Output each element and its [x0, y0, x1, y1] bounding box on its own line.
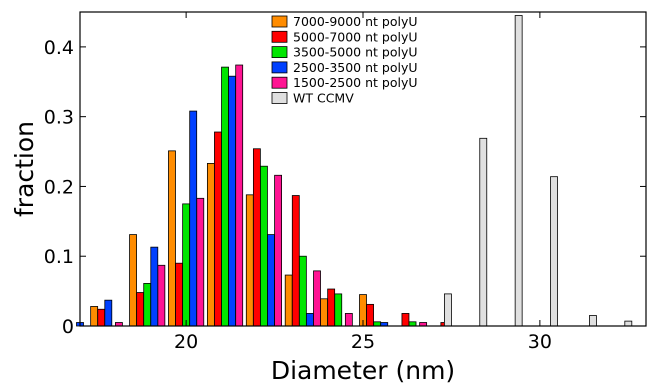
bar-s1-p1	[136, 292, 145, 327]
bar-s1-p2	[175, 262, 183, 327]
bar-s5-p2	[514, 15, 523, 327]
bar-s3-p1	[104, 299, 113, 327]
bar-s2-p5	[334, 293, 343, 327]
legend-label: 7000-9000 nt polyU	[293, 14, 418, 29]
bar-s0-p2	[168, 150, 176, 327]
legend-swatch	[271, 76, 288, 89]
bar-s0-p6	[320, 298, 328, 327]
legend-swatch	[271, 15, 288, 28]
y-tick-label: 0.1	[44, 246, 74, 268]
bar-s1-p8	[401, 313, 410, 327]
bar-s5-p5	[624, 320, 633, 327]
legend-label: 1500-2500 nt polyU	[293, 75, 418, 90]
bar-s2-p7	[408, 321, 417, 327]
legend-swatch	[271, 30, 288, 43]
bar-s1-p6	[327, 288, 336, 327]
bar-s3-p4	[228, 75, 237, 327]
bar-s0-p3	[206, 163, 215, 327]
bar-s1-p3	[214, 131, 222, 327]
bar-s5-p1	[479, 137, 488, 327]
y-tick-label: 0.4	[44, 37, 74, 59]
y-tick-label: 0	[62, 316, 74, 338]
ticks-layer: 20 25 30 0 0.1 0.2 0.3 0.4	[44, 12, 646, 353]
legend-label: 2500-3500 nt polyU	[293, 60, 418, 75]
bar-s3-p3	[189, 110, 198, 327]
bar-s4-p5	[313, 270, 321, 327]
bar-s1-p5	[291, 195, 300, 327]
bar-s5-p3	[550, 176, 558, 327]
y-tick-label: 0.2	[44, 176, 74, 198]
bar-s0-p1	[129, 234, 137, 327]
bar-s4-p1	[157, 264, 166, 327]
bar-s2-p3	[260, 165, 268, 327]
bar-s2-p0	[143, 283, 152, 327]
bar-s3-p2	[150, 246, 159, 327]
legend-swatch	[271, 46, 288, 58]
bar-s2-p6	[373, 321, 382, 327]
x-tick-label: 30	[528, 331, 552, 353]
legend-label: 3500-5000 nt polyU	[293, 45, 418, 60]
bar-s2-p1	[182, 203, 191, 327]
bar-s3-p6	[306, 313, 314, 327]
legend-label: WT CCMV	[293, 91, 354, 106]
x-axis-label: Diameter (nm)	[271, 356, 455, 385]
bar-s5-p0	[443, 293, 452, 327]
bar-s4-p4	[274, 174, 283, 327]
legend-label: 5000-7000 nt polyU	[293, 29, 418, 44]
legend-swatch	[271, 61, 288, 74]
bar-s1-p7	[366, 303, 374, 327]
bar-s0-p4	[245, 194, 254, 327]
legend-swatch	[271, 92, 288, 104]
bar-s1-p0	[97, 308, 106, 327]
bar-s4-p6	[344, 313, 353, 327]
bar-s3-p5	[267, 234, 275, 327]
bar-s2-p4	[298, 255, 307, 327]
bar-s4-p3	[235, 64, 244, 327]
bar-s0-p0	[90, 306, 99, 327]
bar-s4-p2	[196, 197, 205, 327]
x-tick-label: 25	[351, 331, 375, 353]
bar-s1-p4	[252, 148, 261, 327]
bars-layer	[76, 15, 633, 327]
x-tick-label: 20	[174, 331, 198, 353]
bar-s2-p2	[221, 66, 229, 327]
bar-s5-p4	[589, 315, 597, 327]
y-axis-label: fraction	[10, 121, 39, 217]
y-tick-label: 0.3	[44, 107, 74, 129]
bar-s0-p5	[284, 274, 293, 327]
